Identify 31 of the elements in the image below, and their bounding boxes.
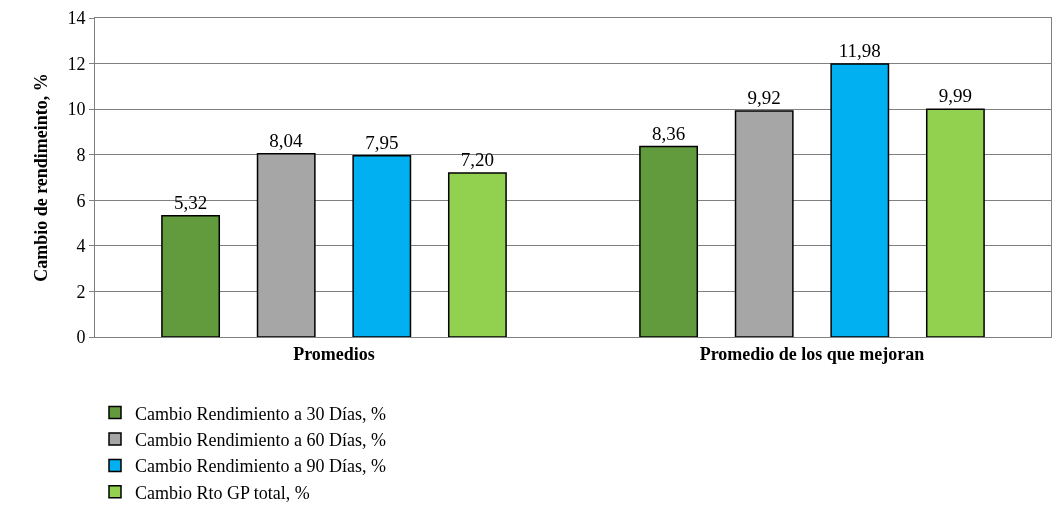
legend-label: Cambio Rendimiento a 60 Días, % <box>135 430 386 451</box>
y-tick-label: 14 <box>67 8 86 29</box>
y-tick-label: 10 <box>67 99 86 120</box>
x-tick-label: Promedio de los que mejoran <box>699 343 925 364</box>
bar <box>352 155 412 337</box>
data-label: 8,04 <box>269 129 304 151</box>
data-label: 7,95 <box>365 131 399 153</box>
bar <box>925 108 985 337</box>
y-tick-label: 8 <box>76 145 86 166</box>
x-tick-label: Promedios <box>293 343 375 364</box>
bar <box>161 215 221 337</box>
bar <box>256 153 316 337</box>
data-label: 11,98 <box>838 40 881 62</box>
y-tick-label: 12 <box>67 53 86 74</box>
data-label: 9,92 <box>747 86 781 108</box>
bar <box>734 110 794 337</box>
y-tick-label: 2 <box>76 281 86 302</box>
y-axis-title: Cambio de rendimeinto, % <box>30 73 51 282</box>
bar <box>830 63 890 337</box>
legend-label: Cambio Rendimiento a 30 Días, % <box>135 403 386 424</box>
y-tick-label: 6 <box>76 190 86 211</box>
legend-label: Cambio Rto GP total, % <box>135 482 310 503</box>
y-tick-label: 0 <box>76 327 86 348</box>
data-label: 7,20 <box>460 148 495 170</box>
legend-label: Cambio Rendimiento a 90 Días, % <box>135 456 386 477</box>
bar <box>639 145 699 337</box>
data-label: 8,36 <box>651 122 686 144</box>
bar <box>447 172 507 337</box>
data-label: 5,32 <box>173 191 208 213</box>
data-label: 9,99 <box>938 85 973 107</box>
y-tick-label: 4 <box>76 236 86 257</box>
